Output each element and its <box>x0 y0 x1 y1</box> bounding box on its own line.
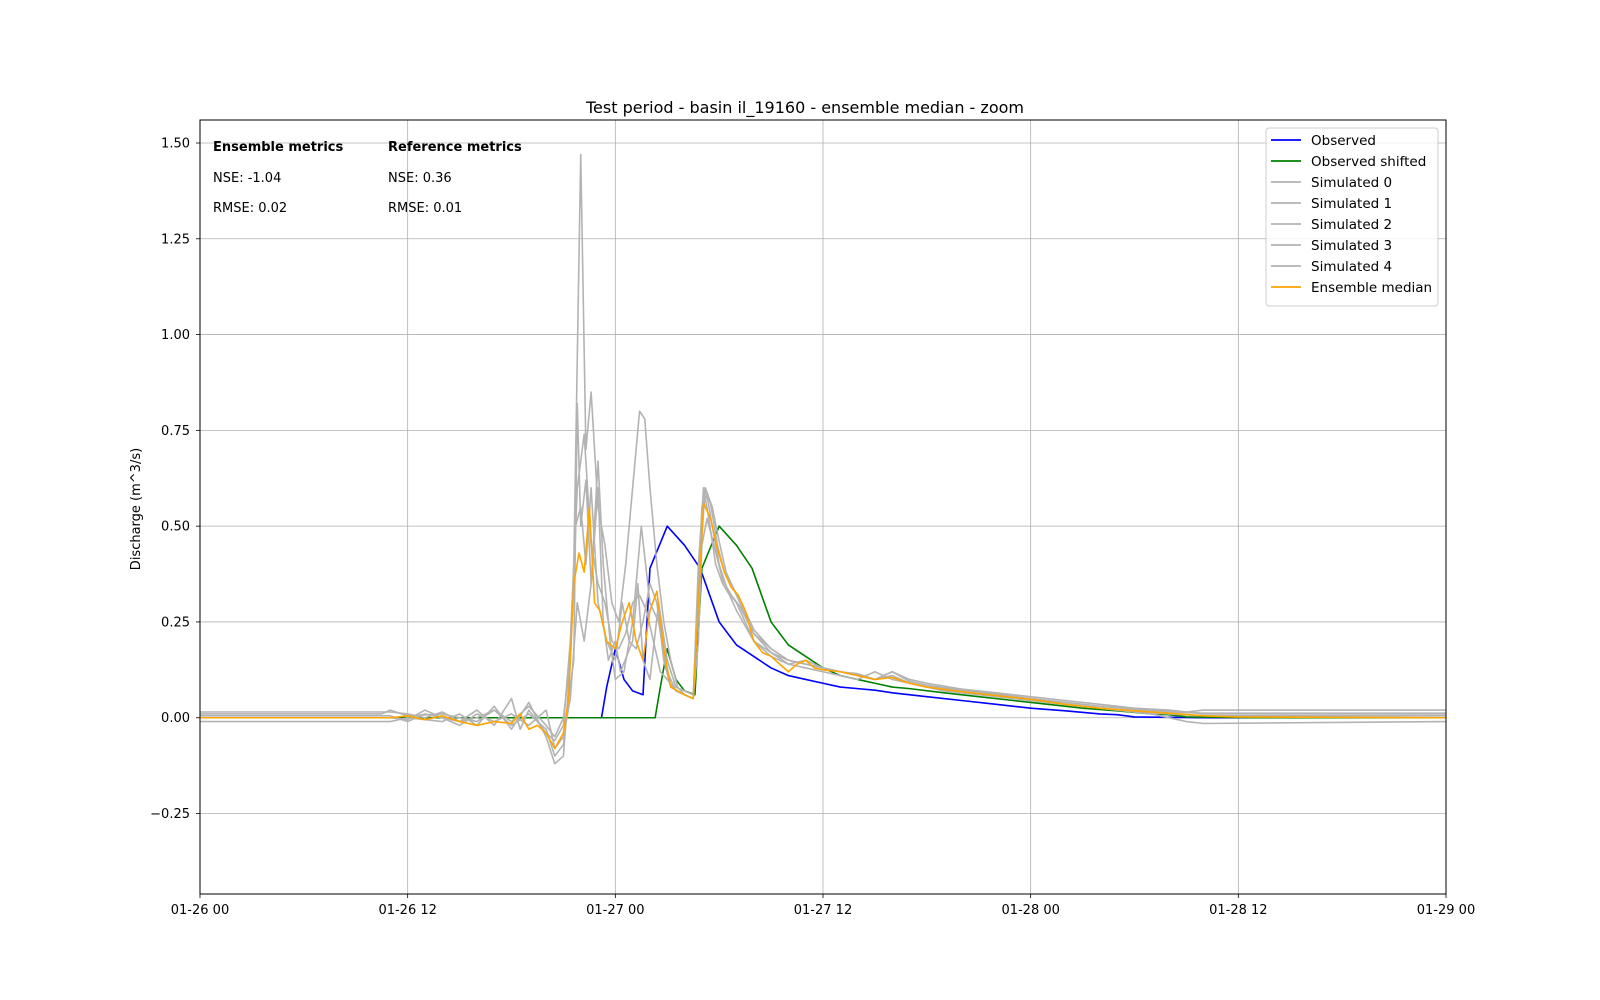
ensemble-metrics-box: Ensemble metrics NSE: -1.04 RMSE: 0.02 <box>213 140 343 216</box>
x-tick-label: 01-26 00 <box>171 903 229 918</box>
reference-nse: NSE: 0.36 <box>388 171 452 186</box>
legend-entry-label: Simulated 0 <box>1311 175 1392 191</box>
y-axis-label: Discharge (m^3/s) <box>129 448 144 570</box>
reference-metrics-heading: Reference metrics <box>388 140 522 155</box>
y-tick-label: 0.50 <box>161 520 190 535</box>
legend-entry-label: Observed <box>1311 133 1376 149</box>
y-tick-label: −0.25 <box>150 807 190 822</box>
ensemble-nse: NSE: -1.04 <box>213 171 281 186</box>
legend-entry-label: Simulated 4 <box>1311 259 1392 275</box>
x-tick-label: 01-29 00 <box>1417 903 1475 918</box>
legend-frame <box>1265 127 1439 307</box>
y-tick-label: 0.75 <box>161 424 190 439</box>
x-tick-label: 01-27 12 <box>794 903 852 918</box>
ensemble-metrics-heading: Ensemble metrics <box>213 140 343 155</box>
y-tick-label: 1.00 <box>161 328 190 343</box>
ensemble-rmse: RMSE: 0.02 <box>213 201 287 216</box>
series-line-observed <box>200 525 1446 719</box>
y-tick-label: 0.25 <box>161 615 190 630</box>
reference-rmse: RMSE: 0.01 <box>388 201 462 216</box>
ticks: 01-26 00 01-26 12 01-27 00 01-27 12 01-28 00… <box>150 136 1475 918</box>
x-tick-label: 01-28 12 <box>1209 903 1267 918</box>
y-tick-label: 1.50 <box>161 136 190 151</box>
y-tick-label: 1.25 <box>161 232 190 247</box>
series-line-ensemble-median <box>200 502 1447 750</box>
legend: Observed Observed shifted Simulated 0 Simul… <box>1265 127 1439 307</box>
x-tick-label: 01-28 00 <box>1001 903 1059 918</box>
legend-entry-label: Simulated 3 <box>1311 238 1392 254</box>
reference-metrics-box: Reference metrics NSE: 0.36 RMSE: 0.01 <box>388 140 522 216</box>
y-tick-label: 0.00 <box>161 711 190 726</box>
legend-entry-label: Observed shifted <box>1311 154 1426 170</box>
x-tick-label: 01-27 00 <box>586 903 644 918</box>
series-lines <box>200 153 1447 765</box>
grid <box>199 120 1447 894</box>
legend-entry-label: Ensemble median <box>1311 280 1432 296</box>
x-tick-label: 01-26 12 <box>378 903 436 918</box>
legend-entry-label: Simulated 2 <box>1311 217 1392 233</box>
legend-entry-label: Simulated 1 <box>1311 196 1392 212</box>
chart-title: Test period - basin il_19160 - ensemble … <box>585 98 1024 118</box>
